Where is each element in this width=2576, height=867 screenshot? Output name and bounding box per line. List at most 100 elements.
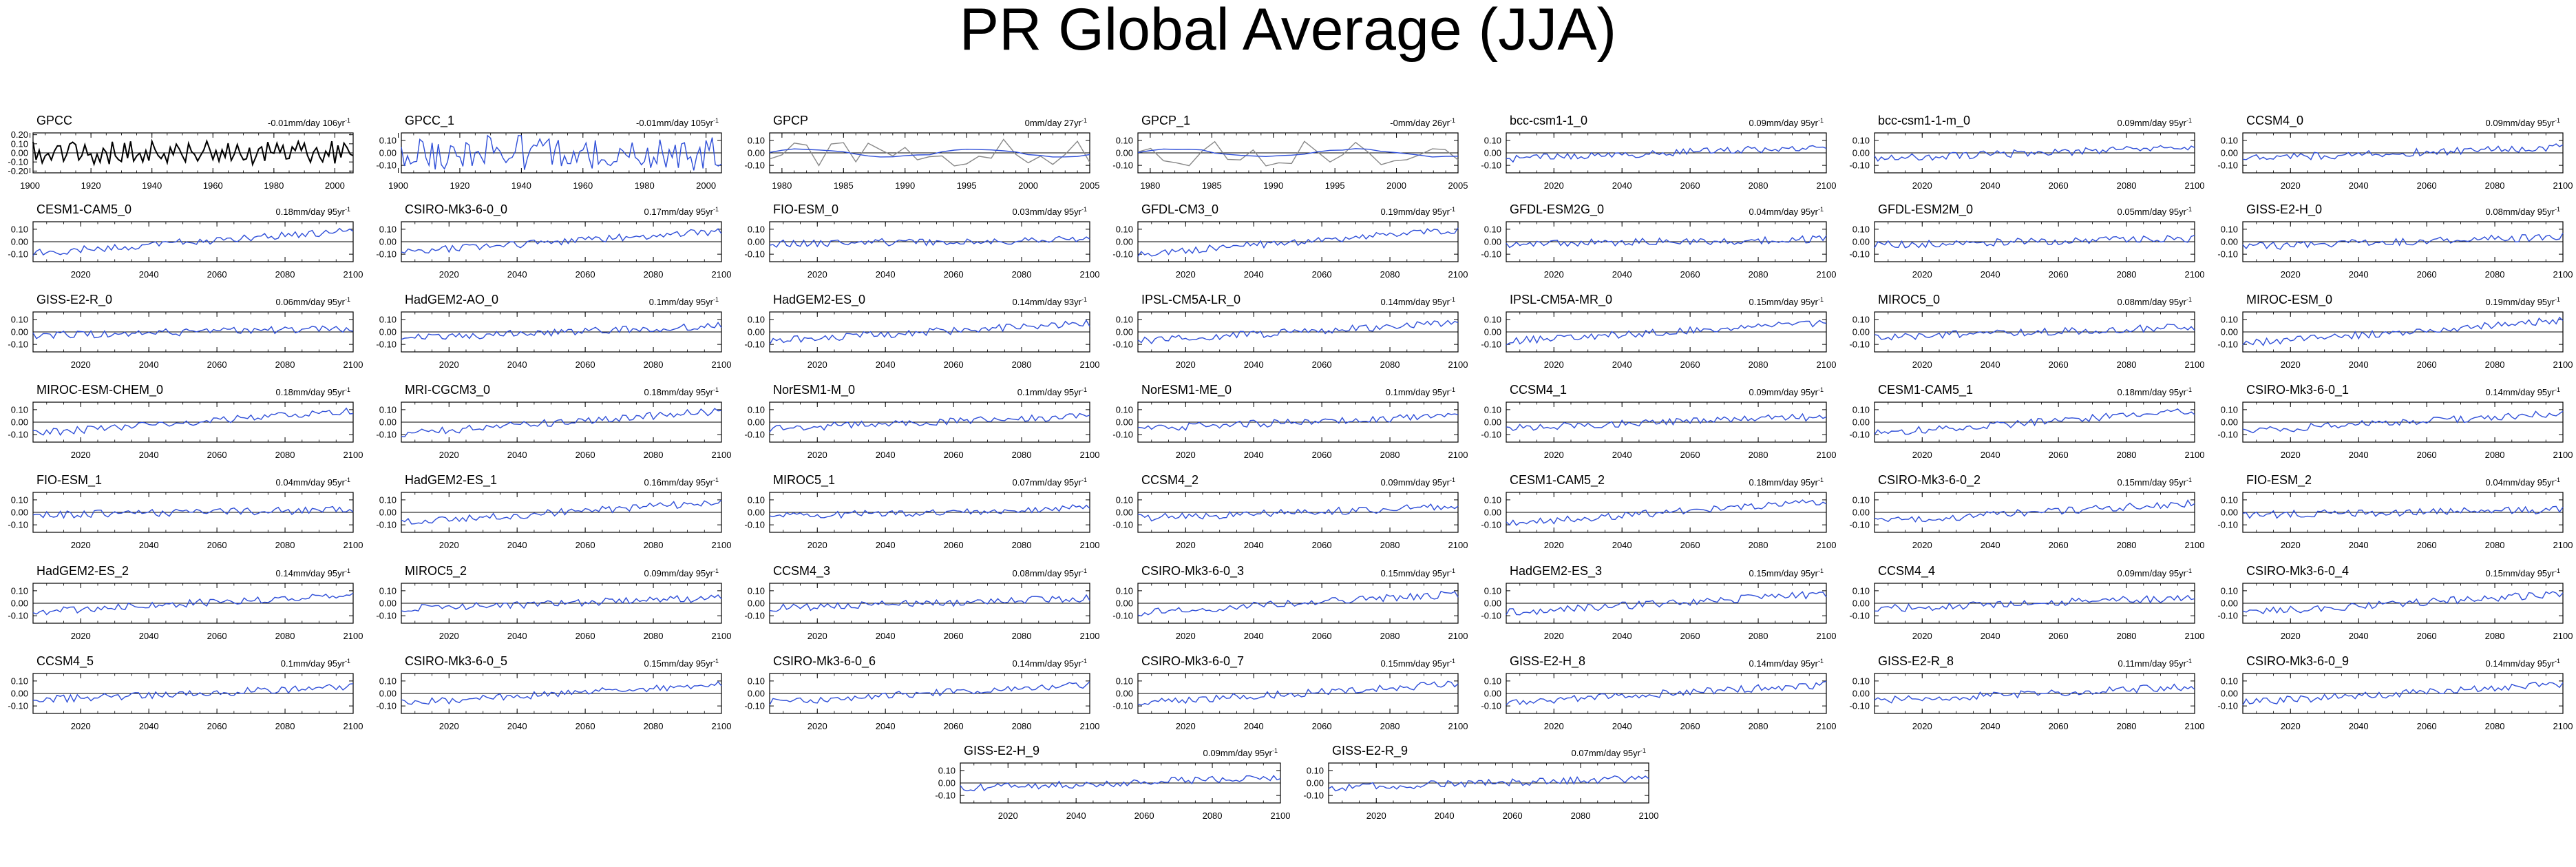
x-tick-label: 2020 bbox=[1544, 269, 1564, 280]
x-tick-label: 2080 bbox=[2485, 359, 2505, 370]
x-tick-label: 2100 bbox=[1817, 269, 1837, 280]
y-tick-label: 0.00 bbox=[11, 237, 28, 247]
series-line bbox=[1137, 140, 1459, 167]
y-tick-label: 0.00 bbox=[2221, 598, 2238, 609]
x-tick-label: 2040 bbox=[1244, 540, 1264, 550]
x-tick-label: 2100 bbox=[344, 269, 363, 280]
y-tick-label: -0.10 bbox=[1481, 520, 1501, 530]
series-line bbox=[2242, 505, 2564, 519]
y-tick-label: -0.10 bbox=[1112, 611, 1133, 621]
y-tick-label: 0.10 bbox=[11, 224, 28, 234]
y-tick-label: 0.00 bbox=[2221, 508, 2238, 518]
x-tick-label: 2080 bbox=[275, 450, 295, 460]
x-tick-label: 2080 bbox=[2117, 180, 2137, 191]
y-tick-label: 0.10 bbox=[1852, 224, 1870, 234]
y-tick-label: 0.00 bbox=[11, 417, 28, 428]
panel-title: HadGEM2-ES_2 bbox=[36, 564, 129, 578]
y-tick-label: -0.10 bbox=[744, 430, 765, 440]
x-tick-label: 2100 bbox=[2553, 359, 2573, 370]
y-tick-label: 0.10 bbox=[1116, 494, 1133, 505]
x-tick-label: 2060 bbox=[2417, 180, 2437, 191]
x-tick-label: 2040 bbox=[1612, 540, 1632, 550]
x-tick-label: 2060 bbox=[1312, 450, 1332, 460]
y-tick-label: -0.10 bbox=[376, 340, 397, 350]
x-tick-label: 2060 bbox=[207, 631, 227, 641]
y-tick-label: -0.10 bbox=[1112, 249, 1133, 260]
trend-label: 0.15mm/day 95yr-1 bbox=[1381, 567, 1455, 578]
trend-label: 0.14mm/day 95yr-1 bbox=[2486, 386, 2560, 397]
x-tick-label: 2060 bbox=[576, 450, 595, 460]
y-tick-label: 0.00 bbox=[11, 508, 28, 518]
x-tick-label: 2060 bbox=[576, 540, 595, 550]
series-line bbox=[1874, 323, 2195, 341]
panel-hadgem2-ao_0: HadGEM2-AO_0 0.1mm/day 95yr-1 0.10 0.00 -0.1… bbox=[376, 293, 731, 370]
x-tick-label: 2080 bbox=[2485, 180, 2505, 191]
trend-label: 0.09mm/day 95yr-1 bbox=[1381, 477, 1455, 488]
x-tick-label: 1990 bbox=[895, 180, 915, 191]
x-tick-label: 1995 bbox=[1325, 180, 1345, 191]
trend-label: 0.04mm/day 95yr-1 bbox=[1749, 206, 1824, 217]
y-tick-label: 0.10 bbox=[2221, 314, 2238, 324]
panel-miroc5_0: MIROC5_0 0.08mm/day 95yr-1 0.10 0.00 -0.10 20… bbox=[1849, 293, 2204, 370]
x-tick-label: 2080 bbox=[644, 450, 664, 460]
panel-title: IPSL-CM5A-MR_0 bbox=[1510, 293, 1612, 307]
trend-label: 0.1mm/day 95yr-1 bbox=[1017, 386, 1087, 397]
panel-giss-e2-h_8: GISS-E2-H_8 0.14mm/day 95yr-1 0.10 0.00 -0.1… bbox=[1481, 654, 1836, 731]
x-tick-label: 2040 bbox=[876, 269, 896, 280]
x-tick-label: 2020 bbox=[1366, 811, 1386, 821]
trend-label: 0.15mm/day 95yr-1 bbox=[2486, 567, 2560, 578]
x-tick-label: 2060 bbox=[1680, 450, 1700, 460]
y-tick-label: 0.10 bbox=[11, 138, 28, 149]
panel-bcc-csm1-1-m_0: bcc-csm1-1-m_0 0.09mm/day 95yr-1 0.10 0.00 -… bbox=[1849, 114, 2204, 191]
series-line bbox=[1506, 591, 1827, 616]
y-tick-label: 0.00 bbox=[379, 237, 397, 247]
x-tick-label: 2060 bbox=[2049, 721, 2069, 731]
y-tick-label: 0.00 bbox=[1116, 237, 1133, 247]
x-tick-label: 2040 bbox=[1981, 631, 2000, 641]
panel-title: GFDL-CM3_0 bbox=[1141, 202, 1218, 217]
x-tick-label: 2060 bbox=[944, 631, 964, 641]
x-tick-label: 2100 bbox=[1080, 269, 1100, 280]
y-tick-label: 0.00 bbox=[1116, 689, 1133, 699]
x-tick-label: 2060 bbox=[576, 631, 595, 641]
y-tick-label: 0.00 bbox=[1852, 689, 1870, 699]
x-tick-label: 2080 bbox=[1749, 269, 1769, 280]
y-tick-label: -0.10 bbox=[8, 701, 28, 711]
x-tick-label: 2040 bbox=[139, 540, 159, 550]
panel-miroc-esm-chem_0: MIROC-ESM-CHEM_0 0.18mm/day 95yr-1 0.10 0.0… bbox=[8, 383, 363, 460]
x-tick-label: 2040 bbox=[2349, 721, 2369, 731]
y-tick-label: 0.10 bbox=[1484, 585, 1501, 596]
panel-gpcp: GPCP 0mm/day 27yr-1 0.10 0.00 -0.10 1980 1985 1… bbox=[744, 114, 1099, 191]
y-tick-label: 0.00 bbox=[1116, 327, 1133, 337]
y-tick-label: -0.10 bbox=[1849, 520, 1870, 530]
trend-label: 0.08mm/day 95yr-1 bbox=[1013, 567, 1087, 578]
x-tick-label: 2020 bbox=[2281, 269, 2301, 280]
y-tick-label: 0.20 bbox=[11, 129, 28, 140]
x-tick-label: 2080 bbox=[1012, 269, 1032, 280]
x-tick-label: 2040 bbox=[876, 721, 896, 731]
trend-label: 0.1mm/day 95yr-1 bbox=[281, 658, 350, 669]
x-tick-label: 1940 bbox=[511, 180, 531, 191]
y-tick-label: -0.10 bbox=[2217, 520, 2238, 530]
x-tick-label: 2040 bbox=[507, 540, 527, 550]
panel-hadgem2-es_1: HadGEM2-ES_1 0.16mm/day 95yr-1 0.10 0.00 -0.… bbox=[376, 473, 731, 550]
x-tick-label: 2040 bbox=[1981, 540, 2000, 550]
x-tick-label: 2020 bbox=[439, 721, 459, 731]
x-tick-label: 2020 bbox=[1912, 450, 1932, 460]
panel-title: CCSM4_0 bbox=[2246, 114, 2303, 128]
trend-label: 0.09mm/day 95yr-1 bbox=[2486, 117, 2560, 128]
x-tick-label: 2060 bbox=[1503, 811, 1523, 821]
x-tick-label: 2040 bbox=[2349, 540, 2369, 550]
panel-csiro-mk3-6-0_2: CSIRO-Mk3-6-0_2 0.15mm/day 95yr-1 0.10 0.00… bbox=[1849, 473, 2204, 550]
y-tick-label: -0.10 bbox=[1112, 520, 1133, 530]
x-tick-label: 2040 bbox=[1981, 359, 2000, 370]
trend-label: 0.14mm/day 93yr-1 bbox=[1013, 296, 1087, 307]
panel-bcc-csm1-1_0: bcc-csm1-1_0 0.09mm/day 95yr-1 0.10 0.00 -0.… bbox=[1481, 114, 1836, 191]
x-tick-label: 2020 bbox=[1544, 540, 1564, 550]
x-tick-label: 2100 bbox=[1448, 269, 1468, 280]
series-line bbox=[401, 594, 722, 612]
panel-title: CESM1-CAM5_2 bbox=[1510, 473, 1605, 488]
series-line bbox=[769, 504, 1090, 519]
x-tick-label: 2080 bbox=[1749, 180, 1769, 191]
y-tick-label: 0.10 bbox=[938, 765, 956, 775]
